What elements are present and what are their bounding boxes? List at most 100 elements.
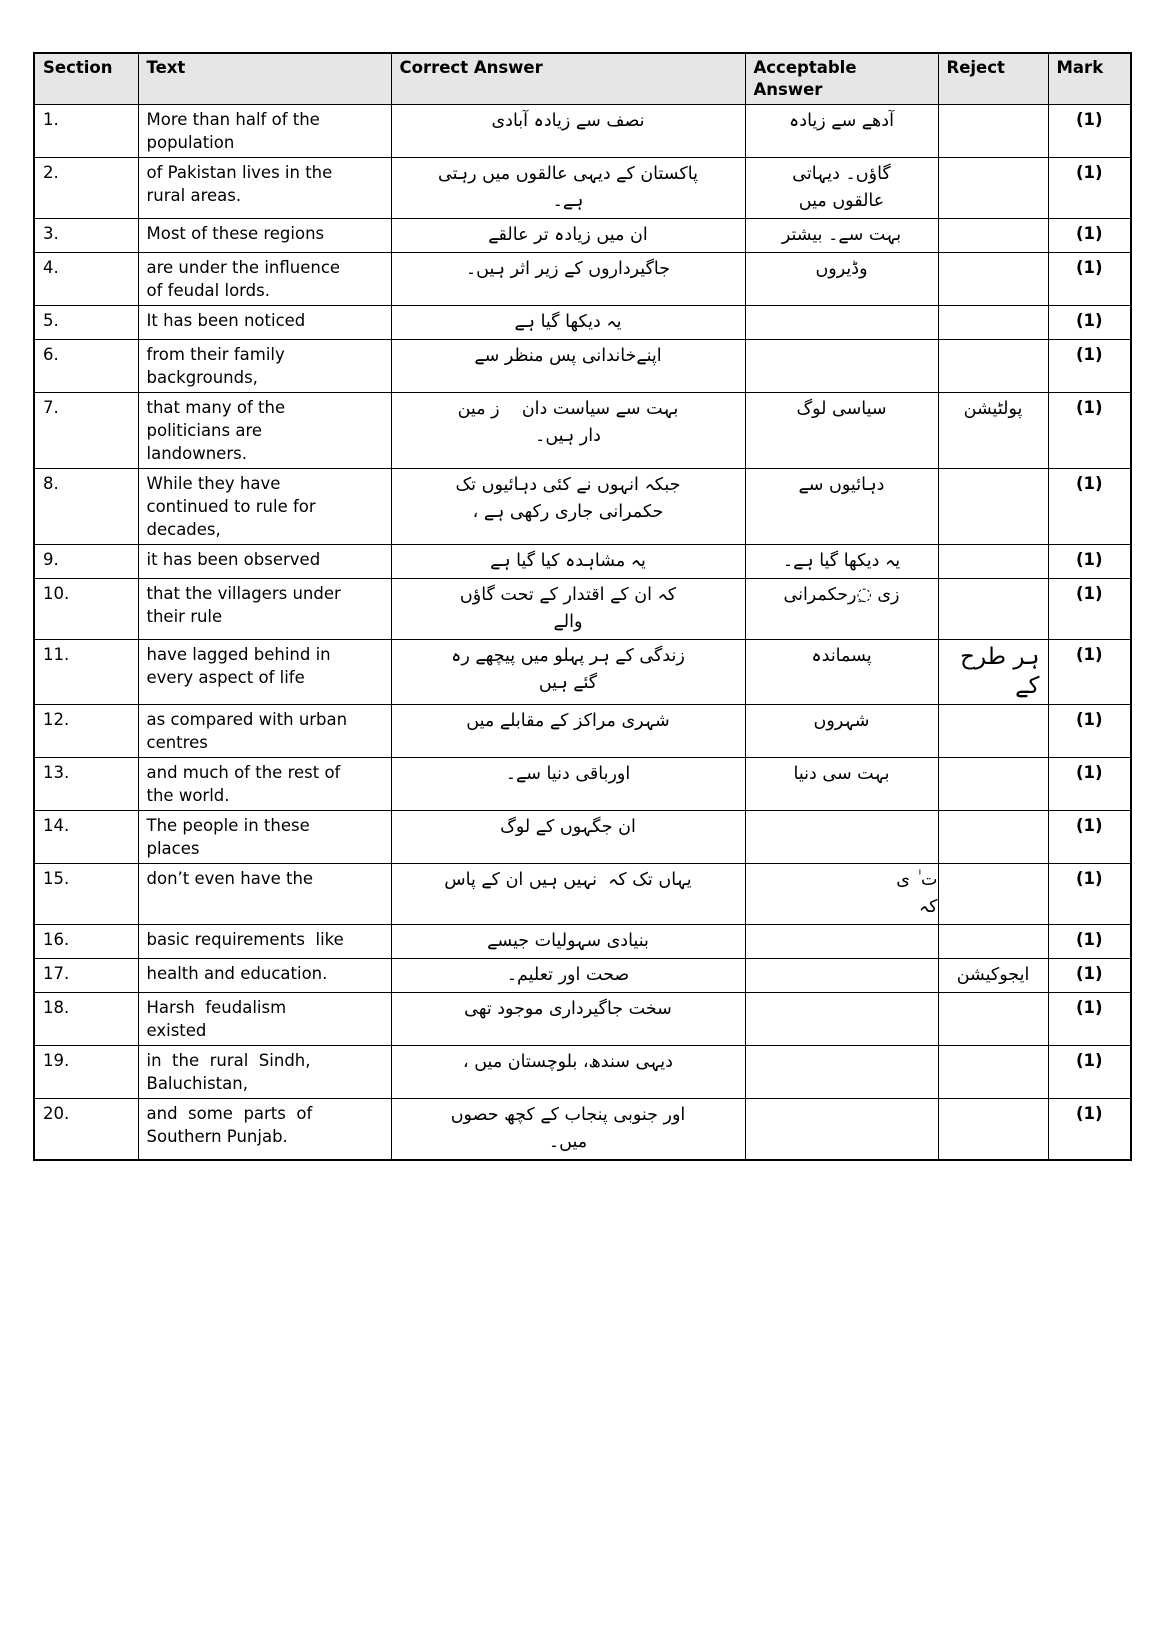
cell-text: The people in these places (137, 810, 392, 864)
table-row: 6. from their family backgrounds, اپنےخاند… (33, 339, 1132, 393)
cell-correct-answer: یہ مشاہدہ کیا گیا ہے (390, 544, 746, 579)
table-row: 2. of Pakistan lives in the rural areas. پ… (33, 157, 1132, 219)
cell-section: 11. (33, 639, 139, 705)
cell-acceptable-answer (744, 924, 939, 959)
cell-correct-answer: صحت اور تعلیم۔ (390, 958, 746, 993)
cell-section: 7. (33, 392, 139, 469)
cell-mark: (1) (1047, 544, 1132, 579)
cell-text: from their family backgrounds, (137, 339, 392, 393)
cell-reject (937, 252, 1049, 306)
table-row: 7. that many of the politicians are lando… (33, 392, 1132, 469)
cell-text: health and education. (137, 958, 392, 993)
col-header-text: Text (137, 52, 392, 105)
cell-mark: (1) (1047, 810, 1132, 864)
cell-section: 5. (33, 305, 139, 340)
cell-correct-answer: بہت سے سیاست دان ز مین دار ہیں۔ (390, 392, 746, 469)
cell-reject (937, 992, 1049, 1046)
cell-mark: (1) (1047, 863, 1132, 925)
cell-correct-answer: ان جگہوں کے لوگ (390, 810, 746, 864)
cell-reject (937, 757, 1049, 811)
cell-correct-answer: جاگیرداروں کے زیر اثر ہیں۔ (390, 252, 746, 306)
cell-correct-answer: اور جنوبی پنجاب کے کچھ حصوں میں۔ (390, 1098, 746, 1161)
cell-reject (937, 704, 1049, 758)
cell-acceptable-answer: بہت سی دنیا (744, 757, 939, 811)
cell-reject: ہر طرح کے (937, 639, 1049, 705)
cell-acceptable-answer (744, 339, 939, 393)
cell-acceptable-answer: ت ٰ ی کہ (744, 863, 939, 925)
cell-text: in the rural Sindh, Baluchistan, (137, 1045, 392, 1099)
cell-mark: (1) (1047, 468, 1132, 545)
cell-acceptable-answer (744, 958, 939, 993)
cell-acceptable-answer: دہائیوں سے (744, 468, 939, 545)
cell-text: of Pakistan lives in the rural areas. (137, 157, 392, 219)
cell-acceptable-answer: گاؤں۔ دیہاتی عالقوں میں (744, 157, 939, 219)
cell-section: 12. (33, 704, 139, 758)
cell-mark: (1) (1047, 704, 1132, 758)
cell-text: While they have continued to rule for de… (137, 468, 392, 545)
cell-mark: (1) (1047, 1045, 1132, 1099)
cell-section: 8. (33, 468, 139, 545)
cell-correct-answer: شہری مراکز کے مقابلے میں (390, 704, 746, 758)
cell-mark: (1) (1047, 339, 1132, 393)
table-row: 13. and much of the rest of the world. اور… (33, 757, 1132, 811)
cell-reject (937, 1098, 1049, 1161)
cell-acceptable-answer (744, 1098, 939, 1161)
cell-acceptable-answer: زی ◌ِرحکمرانی (744, 578, 939, 640)
cell-mark: (1) (1047, 924, 1132, 959)
table-row: 4. are under the influence of feudal lord… (33, 252, 1132, 306)
cell-correct-answer: اورباقی دنیا سے۔ (390, 757, 746, 811)
cell-reject (937, 863, 1049, 925)
table-row: 17. health and education. صحت اور تعلیم۔ ای… (33, 958, 1132, 993)
table-body: 1. More than half of the population نصف سے… (33, 104, 1132, 1161)
cell-correct-answer: بنیادی سہولیات جیسے (390, 924, 746, 959)
cell-correct-answer: جبکہ انہوں نے کئی دہائیوں تک حکمرانی جار… (390, 468, 746, 545)
cell-section: 3. (33, 218, 139, 253)
cell-mark: (1) (1047, 958, 1132, 993)
cell-reject (937, 544, 1049, 579)
cell-section: 20. (33, 1098, 139, 1161)
cell-mark: (1) (1047, 252, 1132, 306)
cell-acceptable-answer: آدھے سے زیادہ (744, 104, 939, 158)
cell-text: It has been noticed (137, 305, 392, 340)
cell-correct-answer: ان میں زیادہ تر عالقے (390, 218, 746, 253)
table-row: 20. and some parts of Southern Punjab. اور… (33, 1098, 1132, 1161)
cell-text: and much of the rest of the world. (137, 757, 392, 811)
cell-correct-answer: سخت جاگیرداری موجود تھی (390, 992, 746, 1046)
cell-section: 1. (33, 104, 139, 158)
table-row: 14. The people in these places ان جگہوں کے… (33, 810, 1132, 864)
cell-mark: (1) (1047, 639, 1132, 705)
cell-mark: (1) (1047, 1098, 1132, 1161)
cell-reject (937, 305, 1049, 340)
cell-correct-answer: کہ ان کے اقتدار کے تحت گاؤں والے (390, 578, 746, 640)
cell-correct-answer: اپنےخاندانی پس منظر سے (390, 339, 746, 393)
cell-correct-answer: زندگی کے ہر پہلو میں پیچھے رہ گئے ہیں (390, 639, 746, 705)
table-row: 10. that the villagers under their rule کہ… (33, 578, 1132, 640)
cell-text: are under the influence of feudal lords. (137, 252, 392, 306)
table-row: 18. Harsh feudalism existed سخت جاگیرداری … (33, 992, 1132, 1046)
cell-mark: (1) (1047, 757, 1132, 811)
cell-correct-answer: یہ دیکھا گیا ہے (390, 305, 746, 340)
col-header-acceptable: Acceptable Answer (744, 52, 939, 105)
cell-text: that the villagers under their rule (137, 578, 392, 640)
cell-acceptable-answer: وڈیروں (744, 252, 939, 306)
cell-text: Most of these regions (137, 218, 392, 253)
cell-text: Harsh feudalism existed (137, 992, 392, 1046)
col-header-reject: Reject (937, 52, 1049, 105)
table-row: 3. Most of these regions ان میں زیادہ تر ع… (33, 218, 1132, 253)
cell-section: 16. (33, 924, 139, 959)
table-row: 16. basic requirements like بنیادی سہولیات… (33, 924, 1132, 959)
cell-reject (937, 339, 1049, 393)
col-header-section: Section (33, 52, 139, 105)
mark-scheme-table: Section Text Correct Answer Acceptable A… (33, 52, 1132, 1161)
cell-mark: (1) (1047, 157, 1132, 219)
table-row: 15. don’t even have the یہاں تک کہ نہیں ہی… (33, 863, 1132, 925)
table-row: 1. More than half of the population نصف سے… (33, 104, 1132, 158)
cell-section: 15. (33, 863, 139, 925)
cell-acceptable-answer (744, 1045, 939, 1099)
cell-acceptable-answer (744, 810, 939, 864)
cell-reject (937, 104, 1049, 158)
cell-section: 13. (33, 757, 139, 811)
cell-mark: (1) (1047, 578, 1132, 640)
header-row: Section Text Correct Answer Acceptable A… (33, 52, 1132, 105)
